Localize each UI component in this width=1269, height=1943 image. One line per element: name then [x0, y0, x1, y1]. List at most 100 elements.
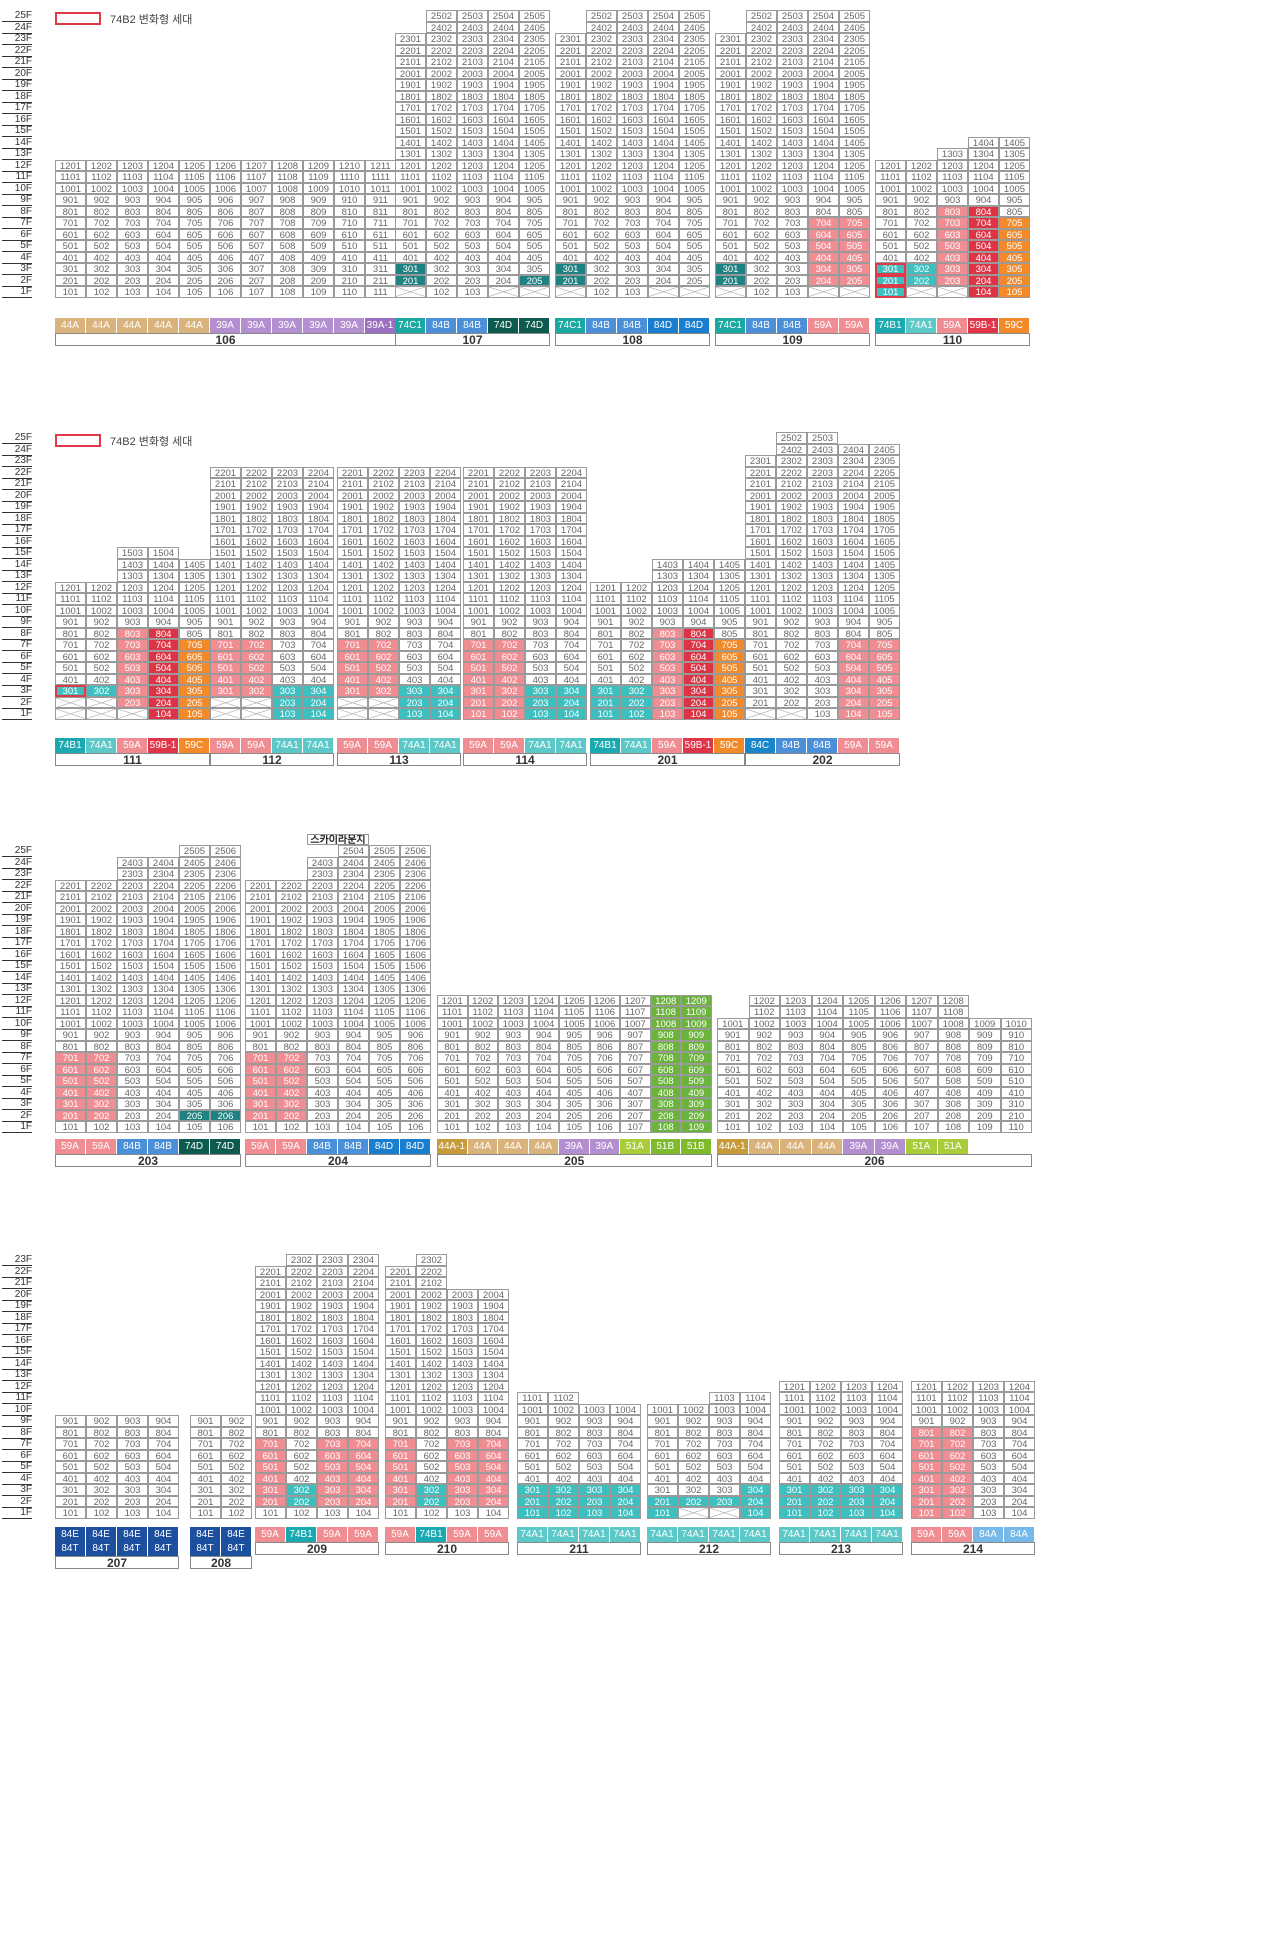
unit-cell[interactable]: 1502 — [416, 1346, 447, 1358]
unit-cell[interactable]: 505 — [869, 662, 900, 674]
unit-cell[interactable]: 708 — [650, 1052, 681, 1064]
unit-cell[interactable]: 2105 — [869, 478, 900, 490]
unit-cell[interactable]: 1605 — [679, 113, 710, 125]
unit-cell[interactable]: 904 — [838, 616, 869, 628]
unit-cell[interactable]: 2001 — [55, 902, 86, 914]
unit-cell[interactable]: 1103 — [117, 171, 148, 183]
unit-cell[interactable]: 1504 — [148, 960, 179, 972]
unit-cell[interactable]: 1401 — [55, 971, 86, 983]
unit-cell[interactable]: 401 — [55, 1472, 86, 1484]
unit-cell[interactable]: 901 — [875, 194, 906, 206]
unit-cell[interactable]: 1801 — [555, 90, 586, 102]
unit-cell[interactable]: 2102 — [416, 1277, 447, 1289]
unit-cell[interactable]: 304 — [148, 1484, 179, 1496]
unit-cell[interactable]: 1801 — [385, 1311, 416, 1323]
unit-cell[interactable]: 502 — [494, 662, 525, 674]
unit-cell[interactable]: 1103 — [457, 171, 488, 183]
unit-cell[interactable]: 1303 — [457, 148, 488, 160]
unit-cell[interactable]: 902 — [494, 616, 525, 628]
unit-cell[interactable]: 708 — [937, 1052, 969, 1064]
unit-cell[interactable]: 504 — [968, 240, 999, 252]
unit-cell[interactable]: 704 — [811, 1052, 843, 1064]
unit-cell[interactable]: 806 — [210, 1040, 241, 1052]
unit-cell[interactable]: 206 — [400, 1109, 431, 1121]
unit-cell[interactable]: 602 — [221, 1449, 252, 1461]
unit-cell[interactable]: 1009 — [681, 1017, 712, 1029]
unit-cell[interactable]: 1201 — [395, 159, 426, 171]
unit-cell[interactable]: 1006 — [210, 182, 241, 194]
unit-cell[interactable]: 1401 — [463, 558, 494, 570]
unit-cell[interactable]: 403 — [117, 673, 148, 685]
unit-cell[interactable]: 1301 — [745, 570, 776, 582]
unit-cell[interactable]: 102 — [426, 286, 457, 298]
unit-cell[interactable]: 1805 — [519, 90, 550, 102]
unit-cell[interactable]: 410 — [1000, 1086, 1032, 1098]
unit-cell[interactable]: 1003 — [117, 604, 148, 616]
unit-cell[interactable]: 201 — [911, 1495, 942, 1507]
unit-cell[interactable]: 702 — [548, 1438, 579, 1450]
unit-cell[interactable]: 2206 — [210, 879, 241, 891]
unit-cell[interactable]: 2305 — [679, 33, 710, 45]
unit-cell[interactable]: 1602 — [586, 113, 617, 125]
unit-cell[interactable]: 404 — [148, 1472, 179, 1484]
unit-cell[interactable]: 1403 — [317, 1357, 348, 1369]
unit-cell[interactable]: 501 — [555, 240, 586, 252]
unit-cell[interactable]: 1504 — [648, 125, 679, 137]
unit-cell[interactable]: 105 — [843, 1121, 875, 1133]
unit-cell[interactable]: 607 — [241, 228, 272, 240]
unit-cell[interactable]: 1004 — [556, 604, 587, 616]
unit-cell[interactable]: 106 — [210, 286, 241, 298]
unit-cell[interactable]: 702 — [426, 217, 457, 229]
unit-cell[interactable]: 402 — [906, 251, 937, 263]
unit-cell[interactable]: 2101 — [255, 1277, 286, 1289]
unit-cell[interactable]: 202 — [678, 1495, 709, 1507]
unit-cell[interactable]: 905 — [843, 1029, 875, 1041]
unit-cell[interactable]: 804 — [148, 1426, 179, 1438]
unit-cell[interactable]: 102 — [494, 708, 525, 720]
unit-cell[interactable]: 703 — [498, 1052, 529, 1064]
unit-cell[interactable]: 301 — [190, 1484, 221, 1496]
unit-cell[interactable]: 604 — [148, 650, 179, 662]
unit-cell[interactable]: 804 — [610, 1426, 641, 1438]
unit-cell[interactable]: 2105 — [839, 56, 870, 68]
unit-cell[interactable]: 1602 — [86, 948, 117, 960]
unit-cell[interactable]: 2002 — [276, 902, 307, 914]
unit-cell[interactable]: 508 — [937, 1075, 969, 1087]
unit-cell[interactable]: 1002 — [86, 182, 117, 194]
unit-cell[interactable]: 604 — [478, 1449, 509, 1461]
unit-cell[interactable]: 1001 — [210, 604, 241, 616]
unit-cell[interactable]: 604 — [808, 228, 839, 240]
unit-cell[interactable]: 1702 — [746, 102, 777, 114]
unit-cell[interactable]: 102 — [467, 1121, 498, 1133]
unit-cell[interactable]: 104 — [872, 1507, 903, 1519]
unit-cell[interactable]: 104 — [148, 1507, 179, 1519]
unit-cell[interactable]: 904 — [811, 1029, 843, 1041]
unit-cell[interactable]: 1505 — [679, 125, 710, 137]
unit-cell[interactable]: 1102 — [86, 593, 117, 605]
unit-cell[interactable]: 505 — [369, 1075, 400, 1087]
unit-cell[interactable]: 103 — [973, 1507, 1004, 1519]
unit-cell[interactable]: 2403 — [807, 443, 838, 455]
unit-cell[interactable]: 2006 — [400, 902, 431, 914]
unit-cell[interactable]: 102 — [621, 708, 652, 720]
unit-cell[interactable]: 1103 — [498, 1006, 529, 1018]
unit-cell[interactable]: 402 — [86, 673, 117, 685]
unit-cell[interactable]: 806 — [400, 1040, 431, 1052]
unit-cell[interactable]: 2201 — [385, 1265, 416, 1277]
unit-cell[interactable]: 707 — [241, 217, 272, 229]
unit-cell[interactable]: 909 — [969, 1029, 1001, 1041]
unit-cell[interactable]: 1010 — [334, 182, 365, 194]
unit-cell[interactable]: 2204 — [338, 879, 369, 891]
unit-cell[interactable]: 1103 — [317, 1392, 348, 1404]
unit-cell[interactable]: 307 — [906, 1098, 938, 1110]
unit-cell[interactable]: 1101 — [55, 593, 86, 605]
unit-cell[interactable]: 1304 — [338, 983, 369, 995]
unit-cell[interactable]: 102 — [748, 1121, 780, 1133]
unit-cell[interactable]: 903 — [807, 616, 838, 628]
unit-cell[interactable]: 211 — [365, 274, 396, 286]
unit-cell[interactable]: 703 — [447, 1438, 478, 1450]
unit-cell[interactable]: 1504 — [556, 547, 587, 559]
unit-cell[interactable]: 905 — [679, 194, 710, 206]
unit-cell[interactable]: 2003 — [617, 67, 648, 79]
unit-cell[interactable]: 1404 — [478, 1357, 509, 1369]
